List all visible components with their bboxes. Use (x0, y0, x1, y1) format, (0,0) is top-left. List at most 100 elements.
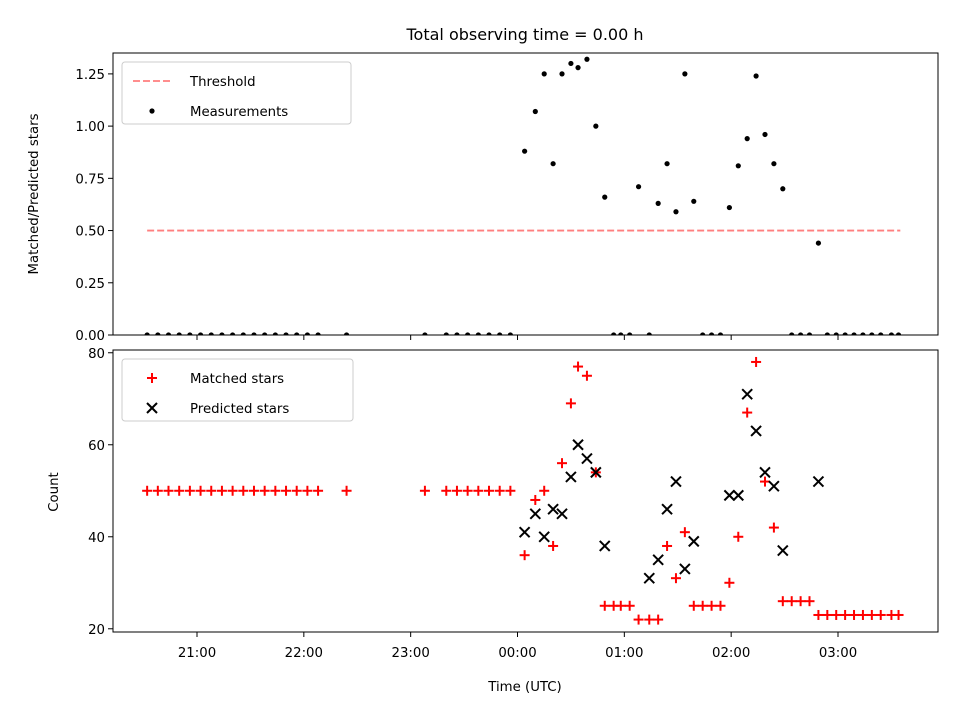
top-axes-frame (112, 52, 939, 336)
matched-star-point (519, 550, 530, 561)
matched-star-point (822, 609, 833, 620)
legend-x-marker (146, 402, 158, 414)
matched-star-point (644, 614, 655, 625)
x-axis-label: Time (UTC) (487, 680, 562, 695)
predicted-star-point (590, 466, 602, 479)
measurement-point (304, 332, 310, 335)
matched-star-point (174, 485, 185, 496)
matched-star-point (484, 485, 495, 496)
x-tick-label: 03:00 (819, 646, 857, 661)
measurement-point (568, 60, 574, 67)
measurement-point (532, 108, 538, 115)
measurement-point (824, 332, 830, 335)
measurement-point (888, 332, 895, 335)
bottom-y-axis-label: Count (47, 472, 62, 512)
predicted-star-point (723, 489, 736, 502)
matched-star-point (768, 522, 779, 533)
x-tick-label: 23:00 (392, 646, 430, 661)
measurement-point (744, 136, 750, 142)
predicted-star-point (768, 480, 780, 492)
matched-star-point (557, 458, 568, 469)
measurement-point (208, 332, 214, 335)
bottom-y-tick-label: 60 (88, 439, 105, 454)
measurement-point (618, 332, 624, 335)
predicted-star-point (759, 466, 771, 479)
measurement-point (176, 332, 182, 335)
measurement-point (550, 161, 556, 167)
top-plot-area (144, 56, 902, 335)
matched-star-point (163, 485, 174, 496)
matched-star-point (875, 609, 886, 620)
matched-star-point (259, 485, 270, 496)
measurement-point (691, 198, 697, 204)
top-legend-label: Measurements (190, 105, 288, 120)
matched-star-point (893, 609, 904, 620)
measurement-point (655, 200, 661, 206)
measurement-point (798, 332, 804, 335)
matched-star-point (633, 614, 644, 625)
measurement-point (575, 65, 581, 71)
predicted-star-point (581, 452, 593, 465)
matched-star-point (706, 600, 717, 611)
measurement-point (833, 332, 839, 335)
matched-star-point (573, 361, 584, 372)
top-legend: Threshold Measurements (121, 61, 352, 125)
predicted-star-point (750, 425, 762, 437)
predicted-star-point (643, 572, 655, 584)
measurement-point (522, 148, 528, 154)
matched-star-point (866, 609, 877, 620)
measurement-point (559, 71, 565, 77)
top-y-axis-label: Matched/Predicted stars (27, 113, 42, 274)
measurement-point (497, 332, 503, 335)
measurement-point (294, 332, 300, 335)
top-panel: 0.00 0.25 0.50 0.75 1.00 1.25 Threshold Measure… (75, 52, 939, 344)
x-tick-label: 22:00 (285, 646, 323, 661)
bottom-legend-box (121, 358, 354, 422)
measurement-point (806, 332, 813, 335)
bottom-legend: Matched stars Predicted stars (121, 358, 354, 422)
measurement-point (507, 332, 513, 335)
predicted-star-point (572, 439, 584, 451)
matched-star-point (270, 485, 281, 496)
matched-star-point (742, 407, 753, 418)
top-legend-box (121, 61, 352, 125)
measurement-point (700, 332, 706, 335)
matched-star-point (724, 577, 735, 588)
measurement-point (611, 332, 617, 335)
measurement-point (272, 332, 278, 335)
bottom-legend-item: Matched stars (147, 372, 284, 387)
matched-star-point (195, 485, 206, 496)
measurement-point (602, 194, 608, 200)
bottom-y-tick-label: 80 (88, 347, 105, 362)
x-tick-label: 00:00 (498, 646, 536, 661)
top-y-tick-label: 0.25 (75, 277, 105, 292)
matched-star-point (679, 527, 690, 538)
measurement-point (251, 332, 257, 335)
predicted-star-point (741, 388, 753, 400)
measurement-point (155, 332, 161, 335)
measurement-point (315, 332, 321, 335)
predicted-star-point (599, 540, 611, 552)
matched-star-point (804, 596, 815, 607)
matched-star-point (786, 596, 797, 607)
bottom-legend-label: Predicted stars (190, 402, 289, 417)
matched-star-point (653, 614, 664, 625)
measurement-point (454, 332, 460, 335)
matched-star-point (302, 485, 313, 496)
measurement-point (593, 123, 599, 129)
measurement-point (165, 332, 172, 335)
predicted-star-point (661, 503, 673, 515)
bottom-plot-area (142, 356, 904, 625)
x-tick-label: 21:00 (178, 646, 216, 661)
legend-dot-marker (149, 108, 155, 114)
measurement-point (541, 71, 547, 77)
matched-star-point (281, 485, 292, 496)
matched-star-point (813, 609, 824, 620)
matched-star-point (581, 370, 592, 381)
measurement-point (682, 71, 688, 77)
measurement-point (475, 332, 481, 335)
measurement-point (762, 131, 768, 138)
matched-star-point (505, 485, 516, 496)
matched-star-point (599, 600, 610, 611)
predicted-star-point (777, 544, 789, 557)
